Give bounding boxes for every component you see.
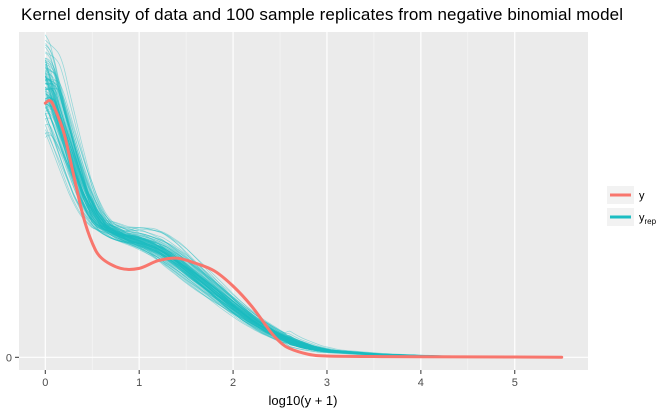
plot-panel <box>19 32 588 370</box>
legend-label-yrep-main: y <box>639 212 645 224</box>
x-tick-label: 0 <box>42 377 48 389</box>
x-tick-label: 2 <box>230 377 236 389</box>
x-tick-label: 3 <box>324 377 330 389</box>
legend-label-y: y <box>639 190 645 202</box>
axes: 0 1 2 3 4 5 0 <box>6 352 518 389</box>
x-tick-label: 5 <box>512 377 518 389</box>
chart-title: Kernel density of data and 100 sample re… <box>21 5 624 24</box>
x-tick-label: 1 <box>136 377 142 389</box>
x-tick-label: 4 <box>418 377 424 389</box>
observed-series <box>43 98 564 359</box>
observed-line <box>43 98 564 359</box>
x-axis-title: log10(y + 1) <box>268 393 337 408</box>
legend: y yrep <box>607 186 657 226</box>
legend-label-yrep-sub: rep <box>645 217 657 226</box>
y-tick-label: 0 <box>6 352 12 364</box>
legend-label-yrep: yrep <box>639 212 657 226</box>
